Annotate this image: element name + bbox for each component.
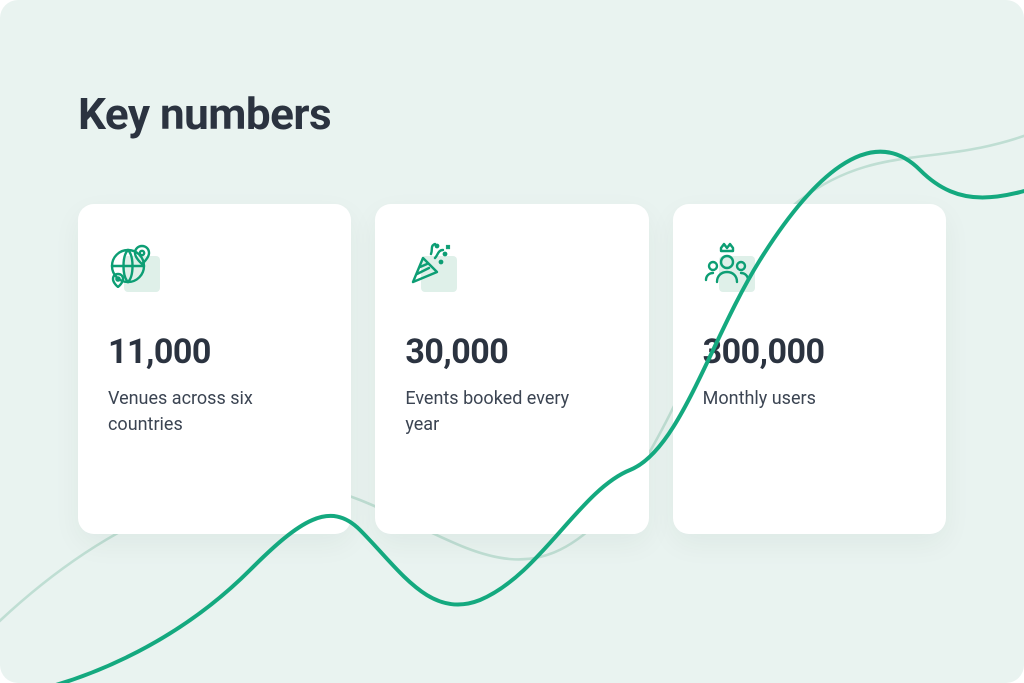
stat-card-events: 30,000 Events booked every year: [375, 204, 648, 534]
stat-label: Monthly users: [703, 386, 903, 412]
stat-card-venues: 11,000 Venues across six countries: [78, 204, 351, 534]
users-crown-icon: [703, 240, 755, 292]
section-title: Key numbers: [78, 88, 946, 140]
key-numbers-panel: Key numbers 11,000: [0, 0, 1024, 683]
stat-value: 300,000: [703, 332, 916, 372]
globe-pin-icon: [108, 240, 160, 292]
stat-cards-row: 11,000 Venues across six countries: [78, 204, 946, 534]
stat-label: Events booked every year: [405, 386, 605, 438]
party-icon: [405, 240, 457, 292]
stat-card-users: 300,000 Monthly users: [673, 204, 946, 534]
stat-value: 11,000: [108, 332, 321, 372]
stat-value: 30,000: [405, 332, 618, 372]
stat-label: Venues across six countries: [108, 386, 308, 438]
